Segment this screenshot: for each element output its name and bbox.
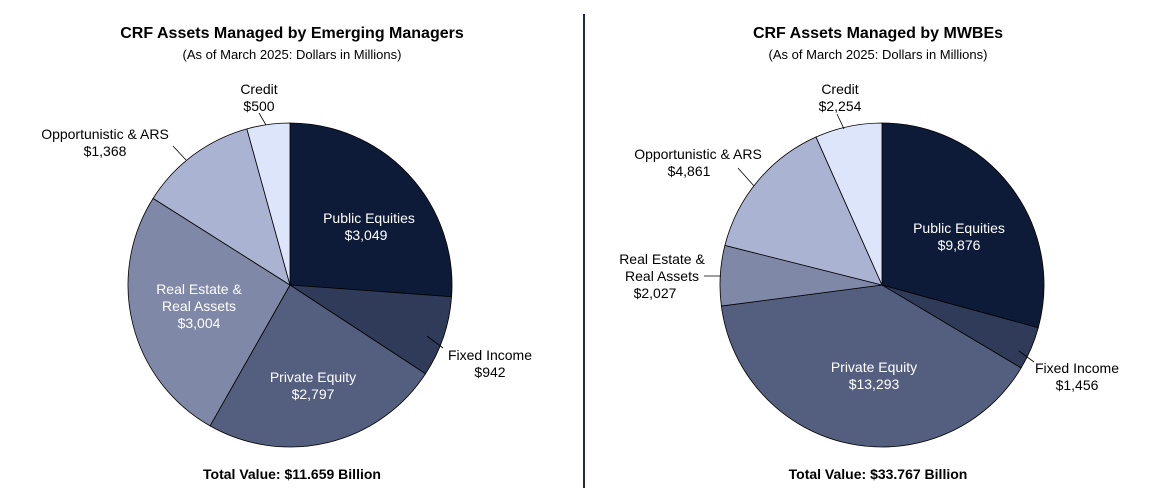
slice-value-label: $3,004 xyxy=(178,315,221,331)
slice-value-label: $1,368 xyxy=(84,143,127,159)
slice-name-label: Credit xyxy=(240,81,277,97)
slice-name-label: Fixed Income xyxy=(448,347,532,363)
pie-slice-public-equities xyxy=(881,122,1045,329)
slice-name-label: Private Equity xyxy=(831,359,917,375)
slice-name-label: Private Equity xyxy=(270,369,356,385)
leader-line xyxy=(172,145,187,161)
slice-name-label: Real Estate & xyxy=(156,281,242,297)
chart-title: CRF Assets Managed by Emerging Managers xyxy=(120,25,464,42)
pie-slice-opportunistic-ars xyxy=(724,136,883,286)
pie-slice-private-equity xyxy=(209,284,427,448)
slice-name-label: Fixed Income xyxy=(1035,360,1119,376)
pie-chart-mwbes: Public Equities$9,876 Fixed Income$1,456 P… xyxy=(619,81,1119,448)
slice-name-label: Real Assets xyxy=(162,298,236,314)
slice-value-label: $13,293 xyxy=(849,376,900,392)
total-value: Total Value: $11.659 Billion xyxy=(203,466,381,482)
leader-line xyxy=(258,112,267,126)
chart-panel-mwbes: CRF Assets Managed by MWBEs (As of March… xyxy=(586,0,1170,503)
slice-name-label: Public Equities xyxy=(913,220,1005,236)
pie-slice-private-equity xyxy=(720,284,1022,448)
slice-value-label: $3,049 xyxy=(345,227,388,243)
leader-line xyxy=(426,335,444,349)
pie-slice-public-equities xyxy=(289,122,453,298)
pie-slice-opportunistic-ars xyxy=(152,128,291,286)
leader-line xyxy=(836,113,845,130)
chart-panel-emerging-managers: CRF Assets Managed by Emerging Managers … xyxy=(0,0,584,503)
leader-line xyxy=(737,167,755,187)
slice-value-label: $2,797 xyxy=(292,386,335,402)
slice-name-label: Real Estate & xyxy=(619,251,705,267)
chart-title: CRF Assets Managed by MWBEs xyxy=(752,25,1004,42)
slice-value-label: $4,861 xyxy=(668,163,711,179)
slice-name-label: Real Assets xyxy=(625,268,699,284)
leader-line xyxy=(1018,350,1035,363)
slice-name-label: Public Equities xyxy=(323,210,415,226)
slice-value-label: $942 xyxy=(474,364,505,380)
slice-name-label: Credit xyxy=(821,81,858,97)
slice-value-label: $2,254 xyxy=(819,98,862,114)
slice-name-label: Opportunistic & ARS xyxy=(41,126,169,142)
chart-subtitle: (As of March 2025: Dollars in Millions) xyxy=(768,47,988,62)
slice-value-label: $9,876 xyxy=(938,237,981,253)
slice-value-label: $500 xyxy=(243,98,274,114)
pie-chart-emerging-managers: Public Equities$3,049 Fixed Income$942 Pri… xyxy=(41,81,532,448)
slice-value-label: $2,027 xyxy=(634,285,677,301)
total-value: Total Value: $33.767 Billion xyxy=(788,466,968,482)
slice-value-label: $1,456 xyxy=(1056,377,1099,393)
pie-slice-credit xyxy=(246,122,291,286)
chart-subtitle: (As of March 2025: Dollars in Millions) xyxy=(182,47,402,62)
pie-slice-credit xyxy=(815,122,883,286)
slice-name-label: Opportunistic & ARS xyxy=(634,146,762,162)
panel-divider xyxy=(583,14,585,488)
pie-slice-real-estate-real-assets xyxy=(127,197,291,427)
